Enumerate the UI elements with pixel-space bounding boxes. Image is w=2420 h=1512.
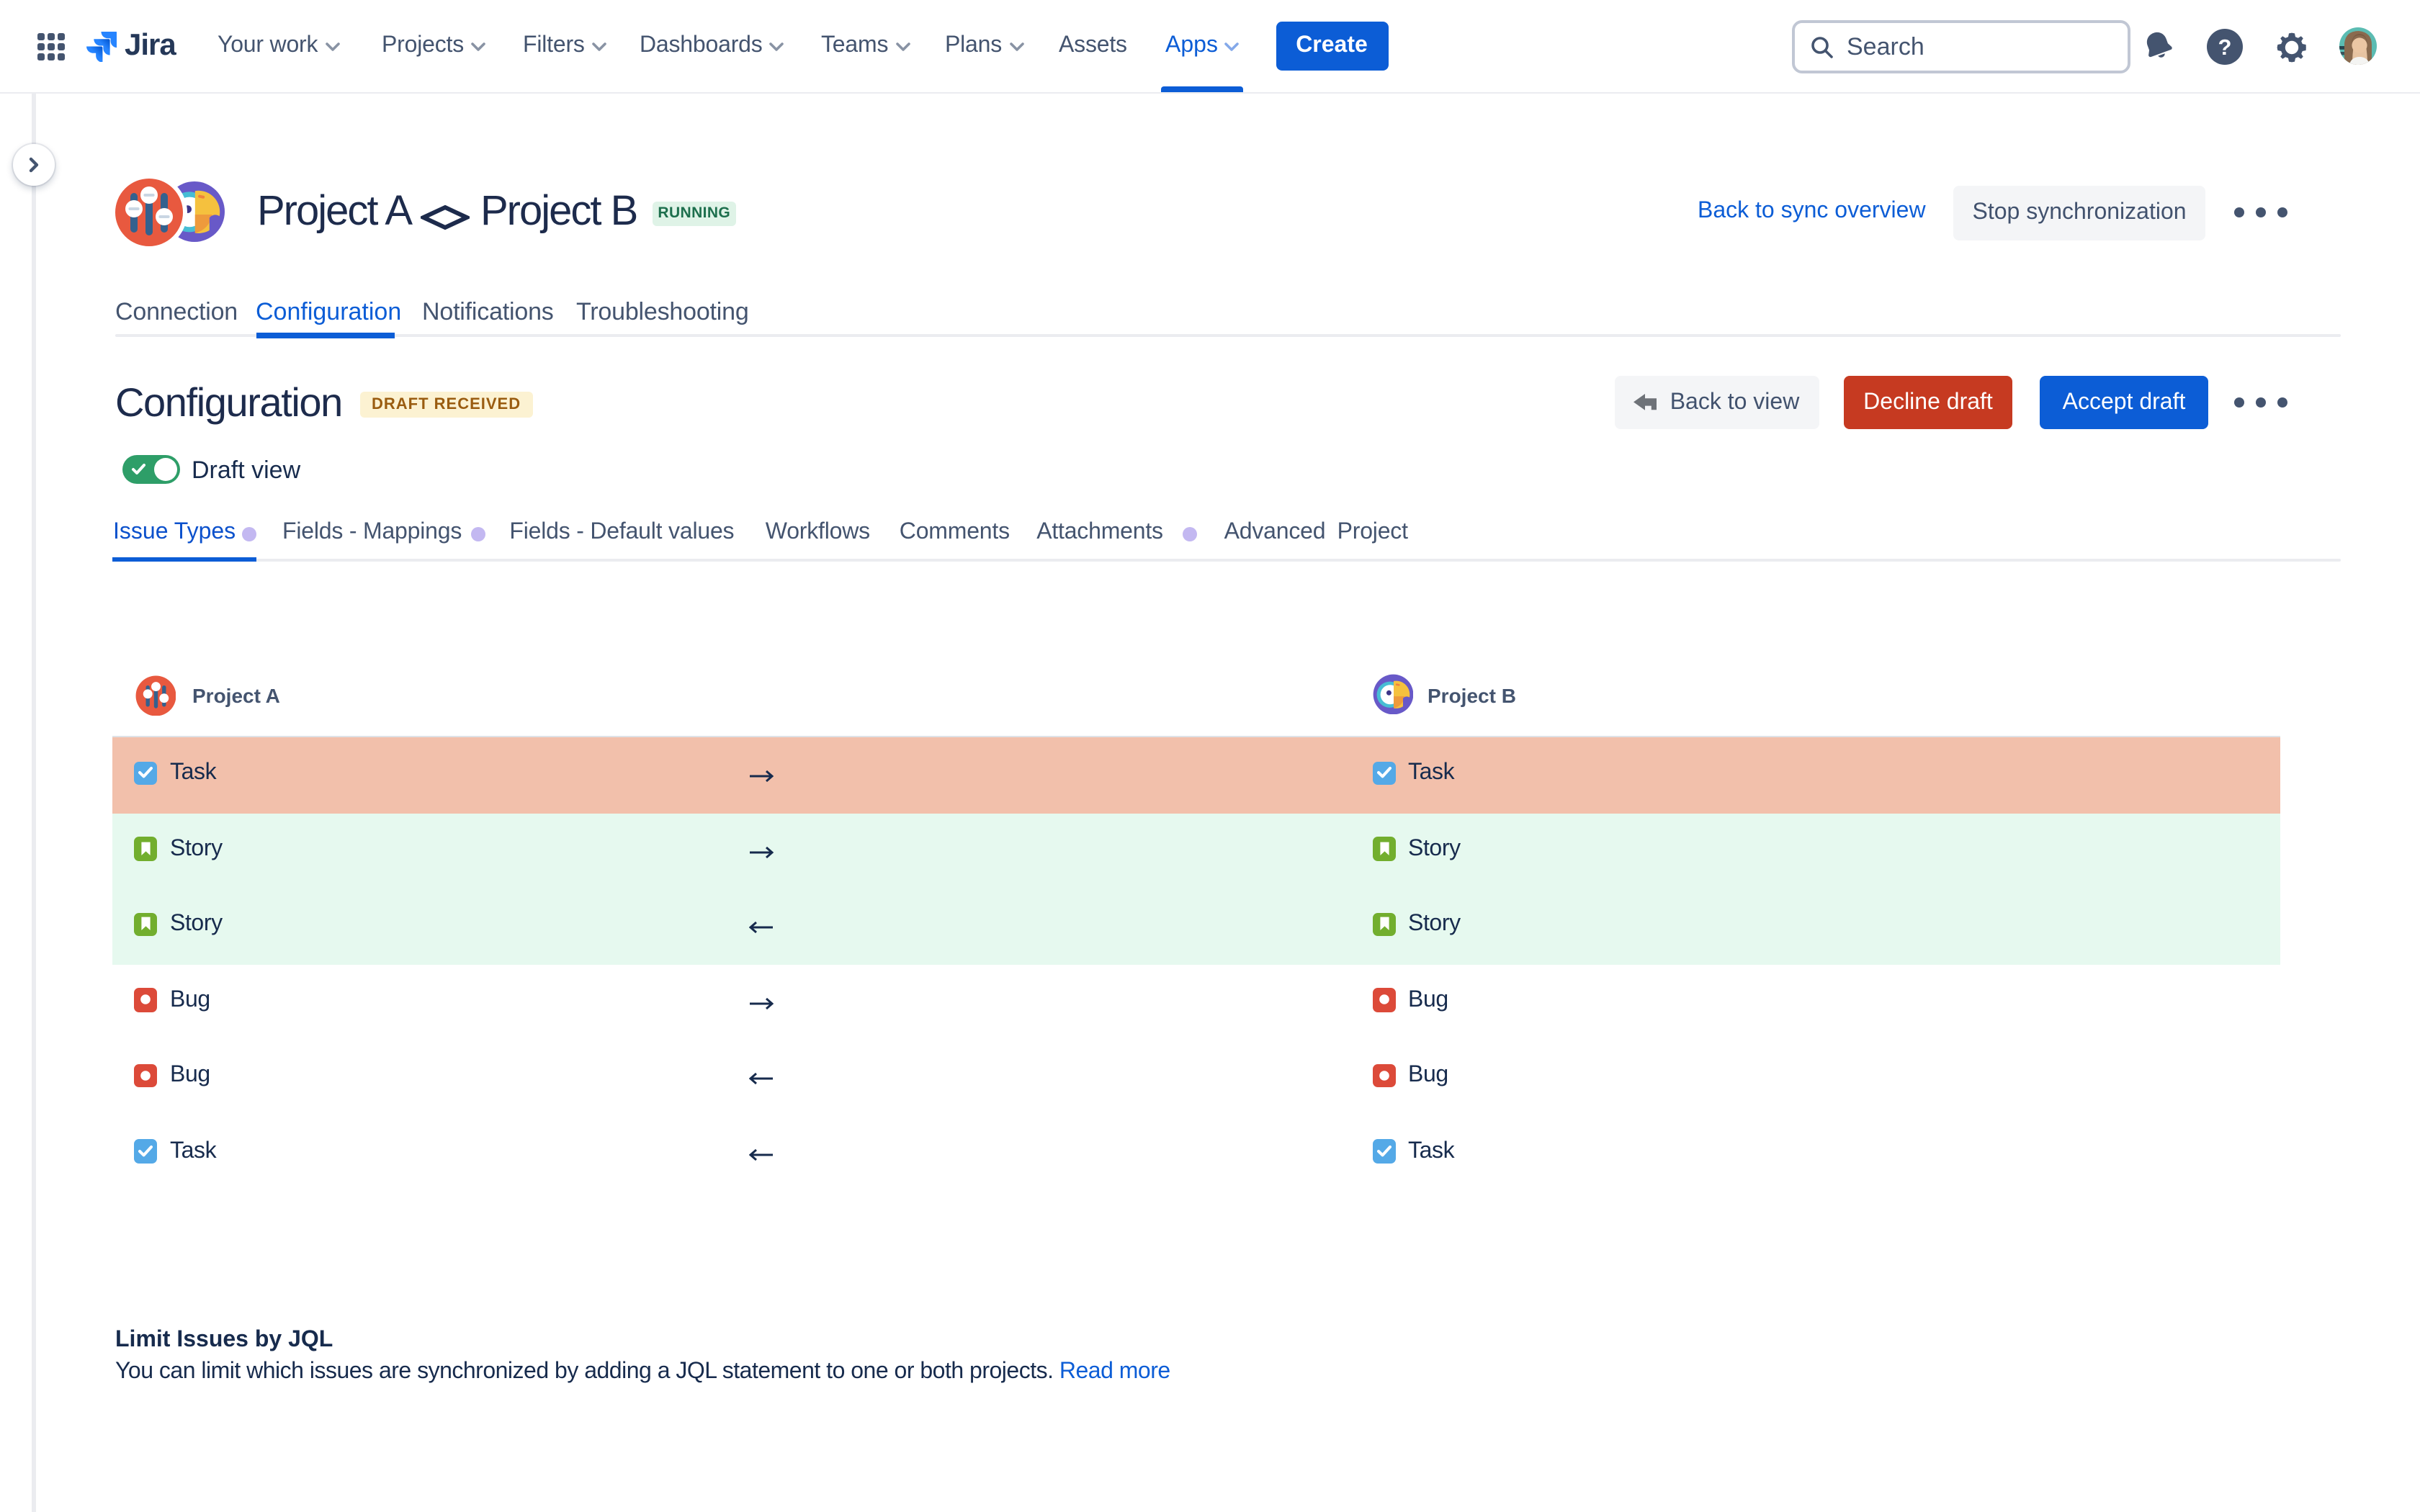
svg-text:?: ?: [2218, 34, 2232, 59]
